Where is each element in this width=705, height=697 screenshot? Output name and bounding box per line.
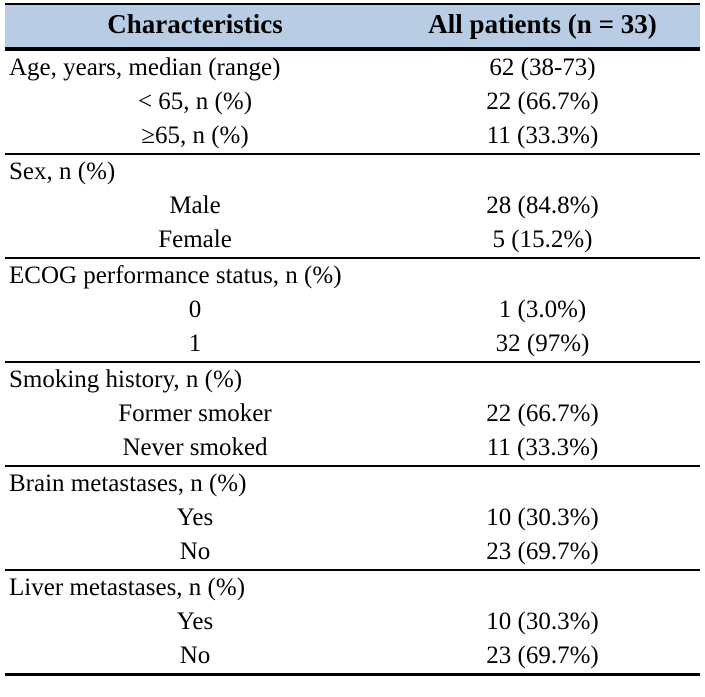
table-row-liver-mets-no: No 23 (69.7%) [5,639,700,675]
table-row-brain-mets-no: No 23 (69.7%) [5,535,700,570]
row-value [385,464,700,501]
column-header-characteristics: Characteristics [5,4,385,51]
row-label: Brain metastases, n (%) [5,464,385,501]
row-label: 0 [188,295,202,323]
table-row-ecog: ECOG performance status, n (%) [5,256,700,293]
table-row-brain-mets-yes: Yes 10 (30.3%) [5,501,700,535]
table-header-row: Characteristics All patients (n = 33) [5,4,700,51]
table-row-liver-mets-yes: Yes 10 (30.3%) [5,605,700,639]
table-row-sex-male: Male 28 (84.8%) [5,189,700,223]
row-value: 32 (97%) [495,329,590,357]
table-row-brain-mets: Brain metastases, n (%) [5,464,700,501]
table-body: Age, years, median (range) 62 (38-73) < … [5,49,700,675]
table-row-age: Age, years, median (range) 62 (38-73) [5,49,700,85]
row-label: Sex, n (%) [5,152,385,189]
row-value: 11 (33.3%) [486,121,599,149]
table-row-sex: Sex, n (%) [5,152,700,189]
row-value: 10 (30.3%) [486,503,599,531]
column-header-all-patients: All patients (n = 33) [385,4,700,51]
row-label: No [179,641,211,669]
row-label: Age, years, median (range) [9,53,281,81]
row-label: Yes [176,607,214,635]
row-value: 28 (84.8%) [486,191,599,219]
patient-characteristics-table: Characteristics All patients (n = 33) Ag… [5,3,700,676]
row-label: < 65, n (%) [137,87,253,115]
row-value: 23 (69.7%) [486,641,599,669]
row-label: Male [169,191,221,219]
table-row-smoking: Smoking history, n (%) [5,360,700,397]
row-value [385,256,700,293]
row-label: Liver metastases, n (%) [5,568,385,605]
row-value: 5 (15.2%) [492,225,593,253]
row-value: 62 (38-73) [489,53,596,81]
row-value: 10 (30.3%) [486,607,599,635]
row-value: 22 (66.7%) [486,399,599,427]
row-value: 23 (69.7%) [486,537,599,565]
table-row-ecog-0: 0 1 (3.0%) [5,293,700,327]
row-value [385,360,700,397]
row-value: 11 (33.3%) [486,433,599,461]
table-row-age-lt65: < 65, n (%) 22 (66.7%) [5,85,700,119]
row-label: ≥65, n (%) [141,121,249,149]
row-value [385,568,700,605]
row-label: Smoking history, n (%) [5,360,385,397]
table-row-sex-female: Female 5 (15.2%) [5,223,700,258]
row-label: No [179,537,211,565]
row-value: 1 (3.0%) [498,295,587,323]
table-row-age-ge65: ≥65, n (%) 11 (33.3%) [5,119,700,154]
table-row-smoking-never: Never smoked 11 (33.3%) [5,431,700,466]
table-row-smoking-former: Former smoker 22 (66.7%) [5,397,700,431]
table-row-liver-mets: Liver metastases, n (%) [5,568,700,605]
row-label: Female [158,225,232,253]
table-row-ecog-1: 1 32 (97%) [5,327,700,362]
row-label: Former smoker [118,399,272,427]
row-label: Yes [176,503,214,531]
row-label: Never smoked [122,433,268,461]
row-value [385,152,700,189]
row-label: 1 [188,329,202,357]
row-value: 22 (66.7%) [486,87,599,115]
row-label: ECOG performance status, n (%) [5,256,385,293]
